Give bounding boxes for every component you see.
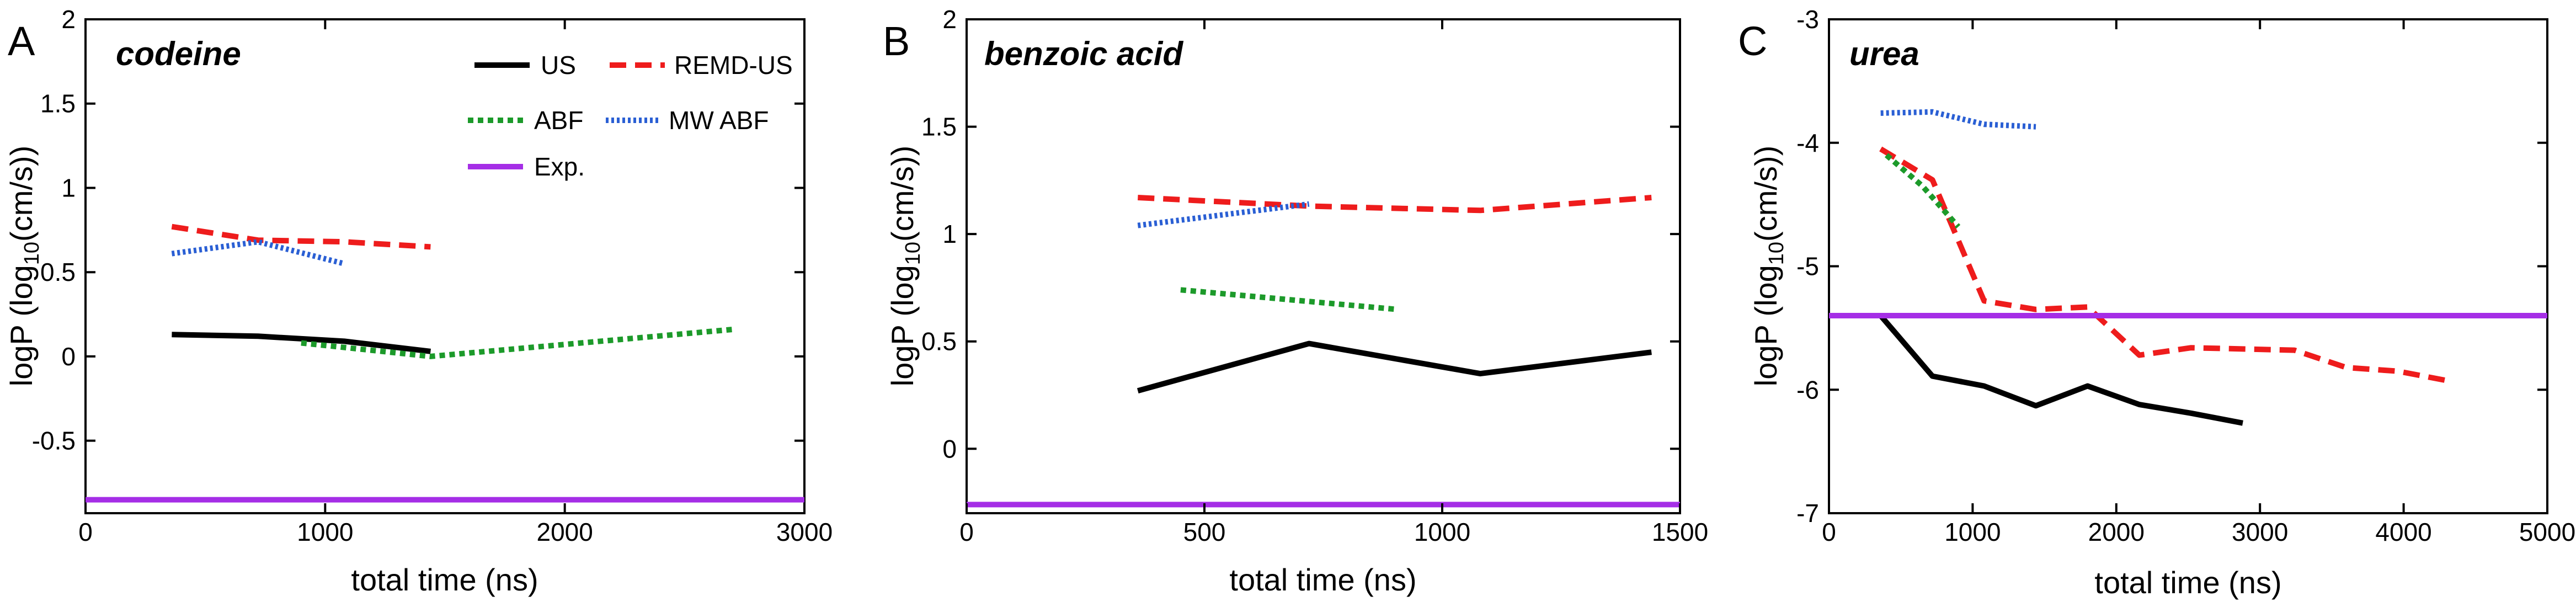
series-us-c xyxy=(1878,313,2243,426)
y-tick-label-c: -6 xyxy=(1796,375,1819,404)
series-remd-us-c xyxy=(1879,146,2450,384)
legend-item-exp: Exp. xyxy=(468,152,585,181)
series-abf-a xyxy=(301,327,733,359)
tick-layer-a: 0 1000 2000 3000 -0.5 0 0.5 1 1.5 2 xyxy=(32,5,833,546)
legend-label-mw-abf: MW ABF xyxy=(669,106,769,135)
series-abf-b xyxy=(1180,287,1395,312)
legend-label-remd-us: REMD-US xyxy=(674,51,793,79)
x-tick-label-b: 1000 xyxy=(1414,518,1470,546)
y-tick-label-c: -7 xyxy=(1796,499,1819,528)
tick-layer-b: 0 500 1000 1500 0 0.5 1 1.5 2 xyxy=(921,5,1708,546)
frame-c xyxy=(1828,18,2548,514)
x-tick-label-b: 1500 xyxy=(1652,518,1708,546)
tick-layer-c: 0 1000 2000 3000 4000 5000 -7 -6 -5 -4 -3 xyxy=(1796,5,2575,546)
x-tick-label-c: 5000 xyxy=(2519,518,2575,546)
y-tick-label-a: -0.5 xyxy=(32,427,76,455)
x-tick-label-a: 0 xyxy=(78,518,93,546)
series-us-b xyxy=(1137,340,1652,394)
y-tick-label-b: 0.5 xyxy=(921,327,957,356)
legend-item-abf: ABF xyxy=(468,106,583,135)
panel-a: A codeine 0 1000 2000 3000 -0.5 0 0.5 1 1.5 2 tot… xyxy=(4,5,833,597)
series-layer-c xyxy=(1829,109,2547,426)
legend-item-mw-abf: MW ABF xyxy=(606,106,769,135)
y-tick-label-b: 1 xyxy=(942,220,957,248)
x-tick-label-c: 0 xyxy=(1822,518,1836,546)
y-tick-label-a: 1 xyxy=(61,173,76,202)
series-mw-abf-a xyxy=(171,239,345,267)
plot-area-b: benzoic acid 0 500 1000 1500 0 0.5 1 1.5 2 xyxy=(921,5,1708,546)
x-axis-label-c: total time (ns) xyxy=(2094,565,2281,600)
legend-label-us: US xyxy=(541,51,576,79)
x-tick-label-a: 2000 xyxy=(536,518,593,546)
series-us-a xyxy=(172,332,431,354)
series-mw-abf-b xyxy=(1137,201,1310,228)
x-tick-label-b: 500 xyxy=(1183,518,1226,546)
legend-label-exp: Exp. xyxy=(534,152,585,181)
panel-letter-b: B xyxy=(883,18,910,64)
x-tick-label-b: 0 xyxy=(959,518,974,546)
y-axis-label-c: logP (log10(cm/s)) xyxy=(1748,146,1788,386)
series-remd-us-a xyxy=(171,223,431,250)
molecule-title-a: codeine xyxy=(116,35,241,72)
panel-c: C urea 0 1000 2000 3000 4000 5000 -7 -6 -5 -4 -3 t… xyxy=(1738,5,2575,600)
plot-area-a: codeine 0 1000 2000 3000 -0.5 0 0.5 1 1.5 2 xyxy=(32,5,833,546)
y-tick-label-a: 1.5 xyxy=(40,89,76,118)
plot-area-c: urea 0 1000 2000 3000 4000 5000 -7 -6 -5 -4 -3 xyxy=(1796,5,2575,546)
y-axis-label-b: logP (log10(cm/s)) xyxy=(885,146,925,386)
y-tick-label-b: 0 xyxy=(942,434,957,463)
legend-label-abf: ABF xyxy=(534,106,583,135)
y-tick-label-a: 2 xyxy=(61,5,76,34)
y-axis-label-a: logP (log10(cm/s)) xyxy=(4,146,44,386)
x-axis-label-b: total time (ns) xyxy=(1229,562,1416,597)
series-abf-c xyxy=(1884,153,1961,229)
legend: US REMD-US ABF MW ABF Exp. xyxy=(468,51,793,181)
x-tick-label-c: 4000 xyxy=(2375,518,2431,546)
x-tick-label-a: 1000 xyxy=(297,518,353,546)
panel-letter-a: A xyxy=(8,18,35,64)
series-layer-b xyxy=(967,195,1680,508)
series-mw-abf-c xyxy=(1880,109,2036,130)
y-tick-label-c: -4 xyxy=(1796,129,1819,157)
y-tick-label-c: -5 xyxy=(1796,252,1819,281)
y-tick-label-c: -3 xyxy=(1796,5,1819,34)
x-tick-label-a: 3000 xyxy=(776,518,833,546)
molecule-title-c: urea xyxy=(1849,35,1919,72)
y-tick-label-a: 0.5 xyxy=(40,258,76,286)
panel-letter-c: C xyxy=(1738,18,1767,64)
molecule-title-b: benzoic acid xyxy=(984,35,1183,72)
series-layer-a xyxy=(86,223,804,503)
legend-item-remd-us: REMD-US xyxy=(610,51,793,79)
panel-b: B benzoic acid 0 500 1000 1500 0 0.5 1 1.5 2 tot… xyxy=(883,5,1708,597)
series-remd-us-b xyxy=(1138,195,1652,214)
legend-item-us: US xyxy=(474,51,576,79)
frame-a xyxy=(84,18,806,514)
frame-b xyxy=(966,18,1681,514)
y-tick-label-b: 1.5 xyxy=(921,113,957,141)
x-tick-label-c: 2000 xyxy=(2088,518,2145,546)
y-tick-label-b: 2 xyxy=(942,5,957,34)
x-tick-label-c: 3000 xyxy=(2232,518,2288,546)
x-axis-label-a: total time (ns) xyxy=(351,562,538,597)
x-tick-label-c: 1000 xyxy=(1944,518,2001,546)
y-tick-label-a: 0 xyxy=(61,342,76,371)
